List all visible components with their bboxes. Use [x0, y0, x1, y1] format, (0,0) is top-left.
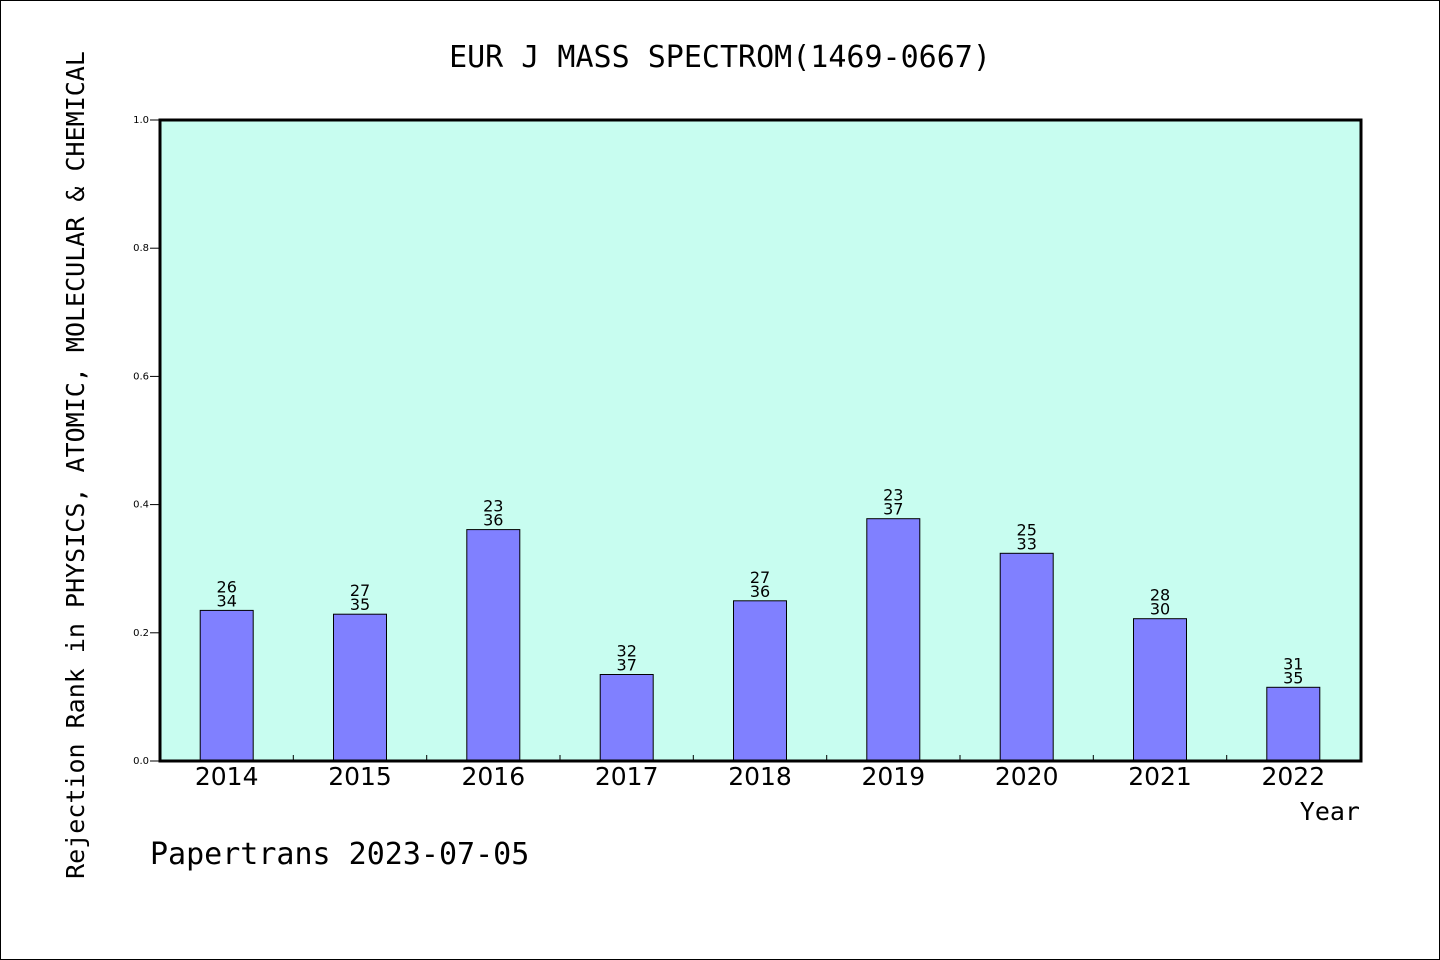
x-tick-label-2016: 2016 — [461, 762, 525, 791]
x-tick-label-2019: 2019 — [861, 762, 925, 791]
bar-label-top-2022: 31 — [1283, 654, 1303, 673]
bar-label-bottom-2014: 34 — [217, 591, 237, 610]
bar-2018 — [733, 600, 787, 762]
bar-2015 — [333, 613, 387, 762]
bar-2020 — [999, 552, 1054, 762]
bar-label-top-2018: 27 — [750, 568, 770, 587]
bar-label-top-2019: 23 — [883, 486, 903, 505]
bar-2019 — [866, 518, 921, 762]
x-axis: 2014 2015 2016 2017 2018 2019 2020 2021 2022 — [195, 755, 1325, 791]
y-tick-label-0.0: 0.0 — [133, 756, 149, 767]
bar-group — [199, 518, 1321, 762]
y-axis-label: Rejection Rank in PHYSICS, ATOMIC, MOLEC… — [61, 51, 90, 879]
x-tick-label-2017: 2017 — [595, 762, 659, 791]
bar-label-bottom-2022: 35 — [1283, 668, 1303, 687]
y-tick-label-1.0: 1.0 — [133, 115, 149, 126]
bar-label-top-2016: 23 — [483, 497, 503, 516]
bar-label-top-2015: 27 — [350, 581, 370, 600]
y-tick-label-0.4: 0.4 — [133, 500, 149, 511]
credit-text: Papertrans 2023-07-05 — [150, 837, 529, 872]
x-tick-label-2020: 2020 — [995, 762, 1059, 791]
bar-2021 — [1133, 618, 1187, 762]
chart-title: EUR J MASS SPECTROM(1469-0667) — [449, 40, 991, 75]
bar-label-bottom-2017: 37 — [617, 656, 637, 675]
bar-label-top-2017: 32 — [617, 642, 637, 661]
bar-label-bottom-2018: 36 — [750, 582, 770, 601]
bar-label-top-2021: 28 — [1150, 586, 1170, 605]
bar-label-bottom-2019: 37 — [883, 500, 903, 519]
bar-label-bottom-2015: 35 — [350, 595, 370, 614]
x-tick-label-2014: 2014 — [195, 762, 259, 791]
bar-2017 — [599, 674, 654, 762]
x-tick-label-2015: 2015 — [328, 762, 392, 791]
bar-2014 — [199, 609, 254, 762]
bar-label-bottom-2016: 36 — [483, 511, 503, 530]
bar-label-bottom-2020: 33 — [1017, 534, 1037, 553]
x-tick-label-2018: 2018 — [728, 762, 792, 791]
bar-2022 — [1266, 686, 1321, 762]
x-axis-label: Year — [1300, 797, 1360, 826]
plot-border — [158, 118, 1363, 763]
y-axis: 0.0 0.2 0.4 0.6 0.8 1.0 — [133, 115, 160, 767]
x-tick-label-2022: 2022 — [1261, 762, 1325, 791]
y-tick-label-0.6: 0.6 — [133, 371, 149, 382]
bar-label-top-2014: 26 — [217, 577, 237, 596]
y-tick-label-0.8: 0.8 — [133, 243, 149, 254]
bar-2016 — [466, 529, 521, 762]
x-tick-label-2021: 2021 — [1128, 762, 1192, 791]
bar-label-top-2020: 25 — [1017, 520, 1037, 539]
y-tick-label-0.2: 0.2 — [133, 628, 149, 639]
bar-label-bottom-2021: 30 — [1150, 600, 1170, 619]
